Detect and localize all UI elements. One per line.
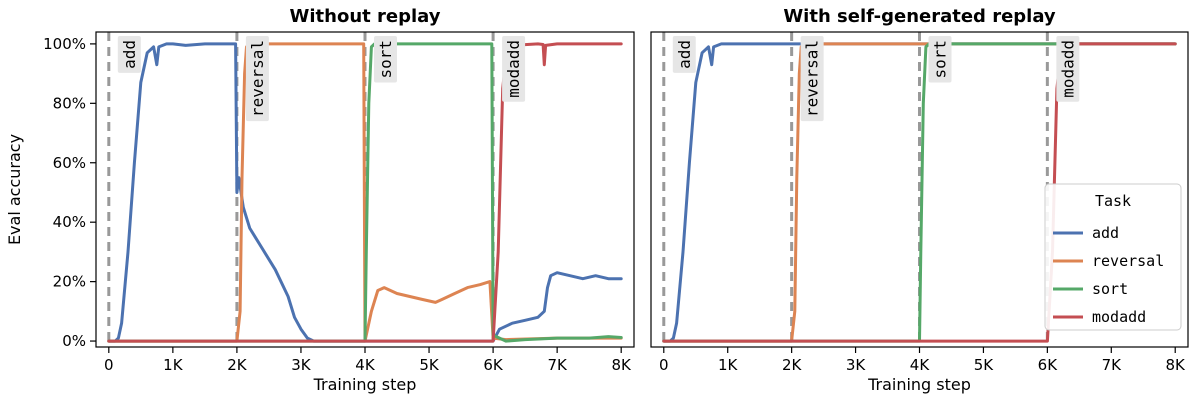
x-tick-label: 3K bbox=[291, 356, 312, 374]
task-label-text: reversal bbox=[803, 40, 822, 117]
x-tick-label: 6K bbox=[483, 356, 504, 374]
x-tick-label: 0 bbox=[659, 356, 669, 374]
task-label-text: sort bbox=[376, 40, 395, 79]
task-label-box bbox=[502, 36, 526, 102]
task-label-box bbox=[1056, 36, 1080, 102]
series-line-modadd bbox=[107, 42, 623, 343]
task-label-add: add bbox=[117, 36, 141, 73]
x-tick-label: 5K bbox=[974, 356, 995, 374]
task-label-reversal: reversal bbox=[245, 36, 269, 122]
panel-1: Without replay add reversal sort modadd 0 1K 2K… bbox=[5, 6, 635, 394]
panel-title: With self-generated replay bbox=[783, 6, 1056, 27]
task-label-box bbox=[800, 36, 824, 122]
x-tick-label: 2K bbox=[227, 356, 248, 374]
task-label-text: add bbox=[120, 40, 139, 69]
x-tick-label: 2K bbox=[782, 356, 803, 374]
series-line-add bbox=[107, 42, 623, 343]
y-tick-label: 100% bbox=[43, 35, 86, 53]
y-axis-label: Eval accuracy bbox=[5, 134, 24, 245]
x-tick-label: 4K bbox=[355, 356, 376, 374]
panel-2: With self-generated replay add reversal sor… bbox=[650, 6, 1189, 394]
task-label-modadd: modadd bbox=[502, 36, 526, 102]
y-tick-label: 40% bbox=[53, 213, 86, 231]
x-tick-label: 7K bbox=[547, 356, 568, 374]
x-tick-label: 0 bbox=[104, 356, 114, 374]
task-label-box bbox=[928, 36, 952, 83]
legend-label-add: add bbox=[1092, 224, 1119, 242]
task-label-text: sort bbox=[931, 40, 950, 79]
task-label-modadd: modadd bbox=[1056, 36, 1080, 102]
x-tick-label: 4K bbox=[910, 356, 931, 374]
task-label-box bbox=[672, 36, 696, 73]
task-label-text: reversal bbox=[248, 40, 267, 117]
task-label-box bbox=[374, 36, 397, 83]
series-line-sort bbox=[662, 42, 1177, 343]
task-label-sort: sort bbox=[374, 36, 397, 83]
panel-title: Without replay bbox=[290, 6, 441, 27]
legend-label-modadd: modadd bbox=[1092, 308, 1146, 326]
legend-label-sort: sort bbox=[1092, 280, 1128, 298]
task-label-add: add bbox=[672, 36, 696, 73]
series-group bbox=[107, 42, 623, 343]
x-tick-label: 1K bbox=[718, 356, 739, 374]
series-line-sort bbox=[107, 42, 623, 343]
task-label-text: modadd bbox=[504, 40, 523, 98]
task-label-text: modadd bbox=[1058, 40, 1077, 98]
legend-label-reversal: reversal bbox=[1092, 252, 1164, 270]
series-line-reversal bbox=[107, 42, 623, 343]
task-label-text: add bbox=[675, 40, 694, 69]
legend: Task add reversal sort modadd bbox=[1044, 183, 1182, 331]
x-axis-label: Training step bbox=[867, 375, 971, 394]
legend-box bbox=[1044, 183, 1182, 331]
y-tick-label: 80% bbox=[53, 94, 86, 112]
task-label-box bbox=[245, 36, 269, 122]
y-tick-label: 0% bbox=[62, 332, 86, 350]
x-tick-label: 1K bbox=[163, 356, 184, 374]
task-label-box bbox=[117, 36, 141, 73]
y-tick-label: 20% bbox=[53, 273, 86, 291]
task-label-sort: sort bbox=[928, 36, 952, 83]
legend-title: Task bbox=[1095, 192, 1131, 210]
x-tick-label: 3K bbox=[846, 356, 867, 374]
x-tick-label: 8K bbox=[611, 356, 632, 374]
x-tick-label: 5K bbox=[419, 356, 440, 374]
x-tick-label: 6K bbox=[1038, 356, 1059, 374]
x-tick-label: 7K bbox=[1102, 356, 1123, 374]
x-axis-label: Training step bbox=[313, 375, 417, 394]
x-tick-label: 8K bbox=[1166, 356, 1187, 374]
task-label-reversal: reversal bbox=[800, 36, 824, 122]
y-tick-label: 60% bbox=[53, 154, 86, 172]
